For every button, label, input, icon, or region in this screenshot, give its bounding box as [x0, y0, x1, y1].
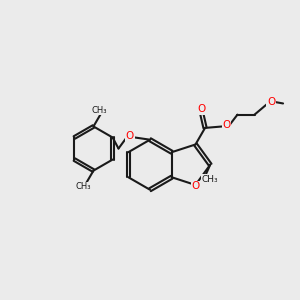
Text: CH₃: CH₃ — [75, 182, 91, 191]
Text: O: O — [222, 120, 231, 130]
Text: O: O — [197, 104, 206, 114]
Text: O: O — [191, 182, 200, 191]
Text: CH₃: CH₃ — [202, 175, 218, 184]
Text: CH₃: CH₃ — [92, 106, 107, 115]
Text: O: O — [267, 97, 275, 107]
Text: O: O — [126, 131, 134, 141]
